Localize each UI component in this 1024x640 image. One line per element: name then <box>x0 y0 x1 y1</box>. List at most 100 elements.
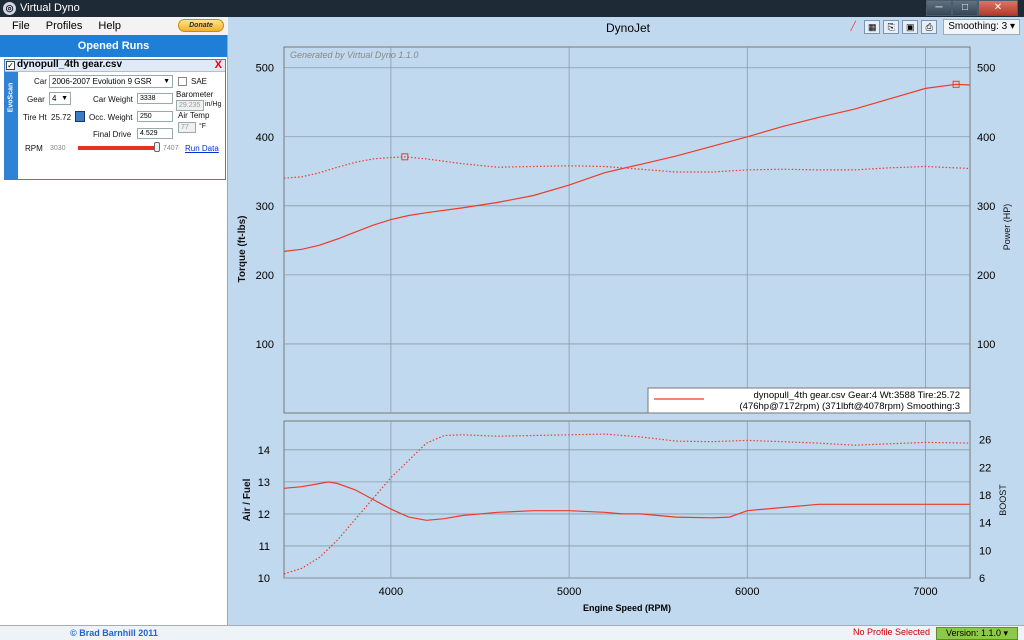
afr-boost-plot <box>283 420 971 579</box>
profile-status: No Profile Selected <box>852 627 930 637</box>
boost-tick-label: 6 <box>979 573 985 585</box>
chevron-down-icon: ▼ <box>61 95 68 102</box>
power-axis-label: Power (HP) <box>1002 204 1012 251</box>
evoscan-tab-label: EvoScan <box>7 82 15 113</box>
smoothing-select[interactable]: Smoothing: 3 ▾ <box>943 19 1020 35</box>
watermark: Generated by Virtual Dyno 1.1.0 <box>290 50 418 60</box>
boost-tick-label: 10 <box>979 545 991 557</box>
tire-value[interactable]: 25.72 <box>51 113 72 122</box>
rpm-range-slider[interactable] <box>78 146 156 150</box>
window-title: Virtual Dyno <box>20 2 80 14</box>
boost-tick-label: 14 <box>979 518 991 530</box>
menu-file[interactable]: File <box>12 20 30 32</box>
air-temp-unit: °F <box>199 123 207 130</box>
sidebar: Opened Runs ✓ dynopull_4th gear.csv X Ev… <box>0 35 228 625</box>
power-torque-plot <box>283 46 971 414</box>
rpm-label: RPM <box>25 144 43 153</box>
barometer-label: Barometer <box>176 90 214 99</box>
legend <box>647 387 971 414</box>
run-data-link[interactable]: Run Data <box>185 144 219 153</box>
afr-axis-label: Air / Fuel <box>242 478 253 521</box>
torque-line <box>283 156 971 179</box>
donate-button[interactable]: Donate <box>178 19 224 32</box>
torque-tick-label: 400 <box>256 132 274 144</box>
save-icon[interactable]: ▣ <box>902 20 919 34</box>
smoothing-value: Smoothing: 3 <box>948 21 1008 32</box>
chevron-down-icon: ▼ <box>163 78 170 85</box>
rpm-max: 7407 <box>163 145 179 152</box>
boost-tick-label: 22 <box>979 462 991 474</box>
calculator-icon[interactable] <box>75 111 85 122</box>
power-line <box>283 83 971 252</box>
power-tick-label: 500 <box>977 63 995 75</box>
torque-axis-label: Torque (ft-lbs) <box>237 215 248 282</box>
maximize-button[interactable]: □ <box>952 0 978 16</box>
version-value: Version: 1.1.0 <box>945 628 1001 638</box>
rpm-min: 3030 <box>50 145 66 152</box>
chart-toolbar: ╱ ▦ ⎘ ▣ ⎙ Smoothing: 3 ▾ <box>842 19 1020 35</box>
grid-icon[interactable]: ▦ <box>864 20 881 34</box>
run-card: ✓ dynopull_4th gear.csv X EvoScan Car 20… <box>4 59 226 180</box>
car-select[interactable]: 2006-2007 Evolution 9 GSR ▼ <box>49 75 173 88</box>
menu-profiles[interactable]: Profiles <box>45 20 83 32</box>
menu-bar: File Profiles Help Donate <box>0 17 228 35</box>
afr-tick-label: 12 <box>258 509 270 521</box>
power-tick-label: 200 <box>977 270 995 282</box>
boost-tick-label: 26 <box>979 435 991 447</box>
x-tick-label: 7000 <box>913 586 937 598</box>
power-tick-label: 100 <box>977 339 995 351</box>
afr-tick-label: 11 <box>259 541 270 553</box>
menu-help[interactable]: Help <box>98 20 122 32</box>
sae-checkbox[interactable] <box>178 77 187 86</box>
run-visible-checkbox[interactable]: ✓ <box>6 61 15 70</box>
boost-tick-label: 18 <box>979 490 991 502</box>
torque-tick-label: 200 <box>256 270 274 282</box>
car-select-value: 2006-2007 Evolution 9 GSR <box>52 77 152 86</box>
evoscan-tab[interactable]: EvoScan <box>5 72 18 180</box>
run-name: dynopull_4th gear.csv <box>17 59 123 70</box>
peak-torque-marker <box>401 153 409 161</box>
title-bar: ◎ Virtual Dyno ─ □ ✕ <box>0 0 1024 17</box>
version-select[interactable]: Version: 1.1.0 ▾ <box>936 627 1018 640</box>
print-icon[interactable]: ⎙ <box>921 20 938 34</box>
x-tick-label: 5000 <box>557 586 581 598</box>
run-header: ✓ dynopull_4th gear.csv X <box>5 59 225 72</box>
dyno-icon: ◎ <box>3 2 16 15</box>
final-drive-input[interactable]: 4.529 <box>137 128 173 139</box>
tire-label: Tire Ht <box>23 113 47 122</box>
boost-axis-label: BOOST <box>998 484 1008 516</box>
afr-line <box>283 481 970 521</box>
line-style-icon[interactable]: ╱ <box>850 21 856 31</box>
car-weight-input[interactable]: 3338 <box>137 93 173 104</box>
chart-title: DynoJet <box>605 21 651 35</box>
bottom-series <box>283 433 971 575</box>
top-grid <box>284 47 970 413</box>
occ-weight-input[interactable]: 250 <box>137 111 173 122</box>
peak-power-marker <box>952 80 960 88</box>
close-button[interactable]: ✕ <box>978 0 1018 16</box>
x-axis-label: Engine Speed (RPM) <box>583 603 671 613</box>
rpm-slider-handle[interactable] <box>154 142 160 152</box>
copy-icon[interactable]: ⎘ <box>883 20 900 34</box>
torque-tick-label: 500 <box>256 63 274 75</box>
minimize-button[interactable]: ─ <box>926 0 952 16</box>
afr-tick-label: 14 <box>258 445 270 457</box>
final-drive-label: Final Drive <box>93 130 132 139</box>
afr-tick-label: 13 <box>258 477 270 489</box>
bottom-ticks: 4000 5000 6000 7000 10 11 12 13 14 6 10 14 18 22 26 <box>258 435 992 598</box>
copyright: © Brad Barnhill 2011 <box>0 625 228 640</box>
barometer-input[interactable]: 29.235 <box>176 100 204 111</box>
legend-line-1: dynopull_4th gear.csv Gear:4 Wt:3588 Tir… <box>754 390 961 401</box>
power-tick-label: 300 <box>977 201 995 213</box>
air-temp-input[interactable]: 77 <box>178 122 196 133</box>
car-label: Car <box>34 77 47 86</box>
gear-select[interactable]: 4 ▼ <box>49 92 71 105</box>
run-close-button[interactable]: X <box>214 59 222 71</box>
occ-weight-label: Occ. Weight <box>89 113 133 122</box>
afr-tick-label: 10 <box>258 573 270 585</box>
torque-tick-label: 300 <box>256 201 274 213</box>
power-tick-label: 400 <box>977 132 995 144</box>
car-weight-label: Car Weight <box>93 95 133 104</box>
x-tick-label: 6000 <box>735 586 759 598</box>
top-series <box>283 80 971 252</box>
